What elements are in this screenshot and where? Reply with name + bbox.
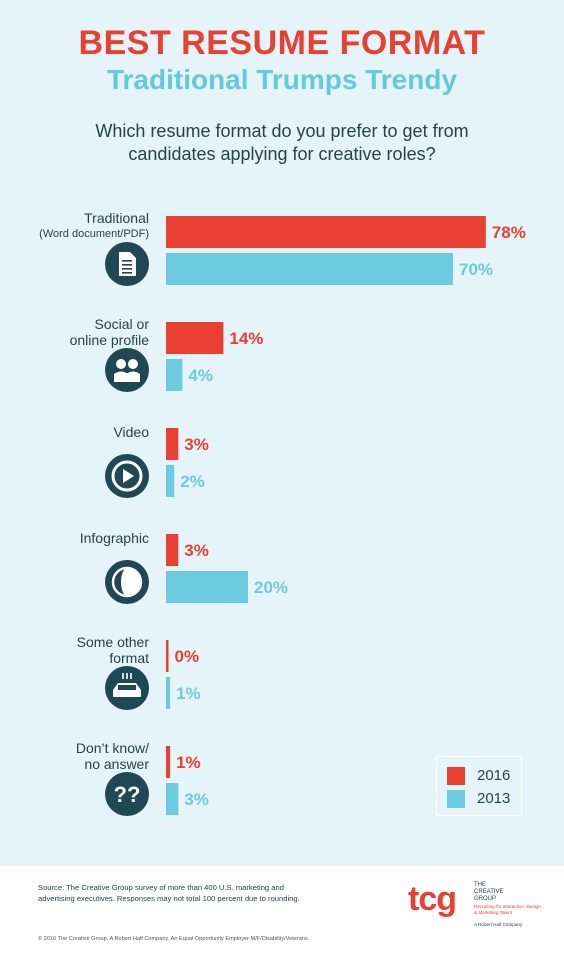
bar-2016 <box>166 428 179 460</box>
bar-2016 <box>166 322 224 354</box>
value-label-2016: 3% <box>184 435 209 454</box>
question-icon: ?? <box>105 772 149 816</box>
category-group: Video 3% 2% <box>105 424 209 498</box>
category-label: Don’t know/ <box>76 740 149 756</box>
question-line: Which resume format do you prefer to get… <box>95 121 469 141</box>
value-label-2013: 70% <box>459 260 493 279</box>
icon-shape <box>111 460 143 492</box>
bar-chart: Traditional (Word document/PDF) 78% 70% Soci… <box>39 210 526 816</box>
box-icon <box>105 666 149 710</box>
chart-title: BEST RESUME FORMAT <box>78 24 486 62</box>
footer: Source: The Creative Group survey of mor… <box>0 866 564 953</box>
category-group: Traditional (Word document/PDF) 78% 70% <box>39 210 526 286</box>
value-label-2013: 20% <box>254 578 288 597</box>
icon-shape <box>122 260 132 262</box>
value-label-2016: 78% <box>492 223 526 242</box>
category-label: (Word document/PDF) <box>39 228 149 240</box>
icon-shape <box>121 568 141 596</box>
logo-name-line: THE <box>474 882 486 888</box>
icon-shape <box>114 371 128 382</box>
icon-shape <box>126 371 140 382</box>
logo-parent: A Robert Half Company <box>474 922 523 927</box>
icon-shape <box>130 673 132 679</box>
category-group: Don’t know/no answer?? 1% 3% <box>76 740 209 816</box>
bar-2013 <box>166 253 453 285</box>
category-label: Social or <box>95 316 150 332</box>
icon-shape <box>122 272 132 274</box>
bar-2016 <box>166 746 171 778</box>
icon-shape <box>128 359 138 369</box>
icon-shape <box>116 359 126 369</box>
survey-question: Which resume format do you prefer to get… <box>40 120 524 166</box>
bar-2013 <box>166 359 183 391</box>
icon-circle <box>105 348 149 392</box>
icon-glyph: ?? <box>114 782 141 807</box>
bar-2013 <box>166 677 171 709</box>
value-label-2016: 3% <box>184 541 209 560</box>
value-label-2016: 1% <box>176 753 201 772</box>
icon-shape <box>123 469 134 483</box>
pie-icon <box>105 560 149 604</box>
value-label-2013: 3% <box>184 790 209 809</box>
legend-label-2013: 2013 <box>477 790 511 807</box>
legend-swatch-2016 <box>447 767 465 785</box>
value-label-2013: 2% <box>180 472 205 491</box>
category-label: Some other <box>77 634 150 650</box>
logo-tagline: Recruiting for Interactive, Design & Mar… <box>474 904 541 915</box>
play-icon <box>105 454 149 498</box>
bar-2013 <box>166 783 179 815</box>
legend: 2016 2013 <box>436 756 522 816</box>
copyright-note: © 2016 The Creative Group. A Robert Half… <box>38 936 310 942</box>
document-icon <box>105 242 149 286</box>
chart-subtitle: Traditional Trumps Trendy <box>106 64 458 95</box>
logo-name-line: GROUP <box>474 896 497 902</box>
category-label: online profile <box>70 332 150 348</box>
source-line: Source: The Creative Group survey of mor… <box>38 883 284 892</box>
source-line: advertising executives. Responses may no… <box>38 894 300 903</box>
category-label: Video <box>113 424 149 440</box>
tcg-logo: tcg THE CREATIVE GROUP Recruiting for In… <box>408 880 548 940</box>
icon-circle <box>105 772 149 816</box>
bar-2013 <box>166 465 175 497</box>
people-icon <box>105 348 149 392</box>
bar-2016 <box>166 534 179 566</box>
icon-shape <box>122 264 132 266</box>
logo-name-line: CREATIVE <box>474 889 504 895</box>
legend-label-2016: 2016 <box>477 767 511 784</box>
logo-name: THE CREATIVE GROUP <box>474 882 534 903</box>
category-label: Traditional <box>84 210 149 226</box>
icon-shape <box>122 268 132 270</box>
question-line: candidates applying for creative roles? <box>128 144 436 164</box>
source-note: Source: The Creative Group survey of mor… <box>38 882 358 904</box>
icon-shape <box>122 673 124 679</box>
value-label-2013: 1% <box>176 684 201 703</box>
value-label-2016: 0% <box>175 647 200 666</box>
category-label: format <box>109 650 149 666</box>
icon-shape <box>126 673 128 679</box>
category-label: no answer <box>84 756 149 772</box>
logo-mark: tcg <box>408 880 457 918</box>
value-label-2013: 4% <box>188 366 213 385</box>
category-label: Infographic <box>80 530 149 546</box>
bar-2013 <box>166 571 248 603</box>
bar-2016 <box>166 216 486 248</box>
legend-swatch-2013 <box>447 790 465 808</box>
value-label-2016: 14% <box>229 329 263 348</box>
icon-shape <box>118 685 136 690</box>
category-group: Infographic 3% 20% <box>80 530 288 604</box>
bar-2016 <box>166 640 169 672</box>
